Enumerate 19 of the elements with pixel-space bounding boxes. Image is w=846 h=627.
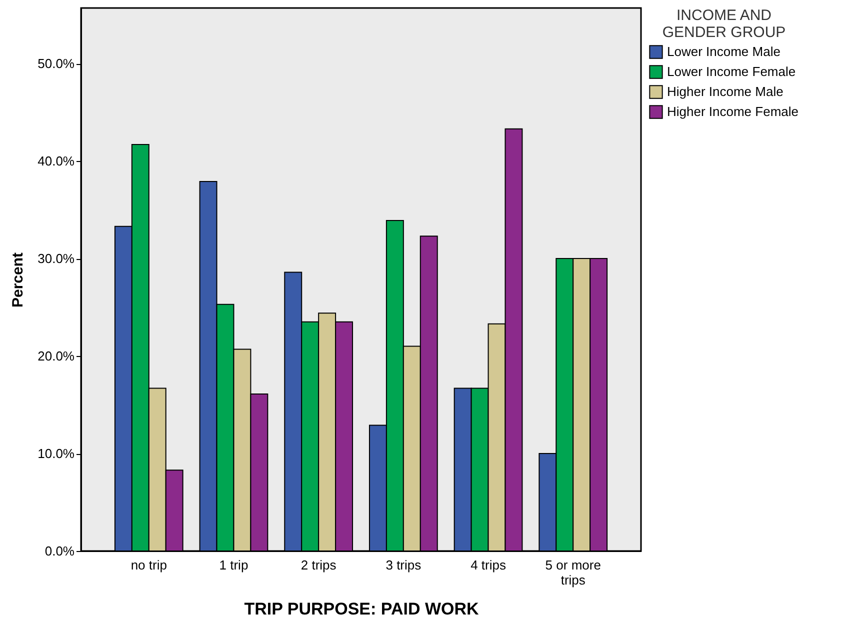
y-axis-title: Percent [10, 252, 27, 308]
legend-label: Lower Income Female [667, 64, 796, 79]
y-tick-label: 50.0% [38, 56, 75, 72]
legend-label: Lower Income Male [667, 44, 780, 59]
legend-label: Higher Income Male [667, 84, 784, 99]
y-tick-label: 40.0% [38, 154, 75, 169]
x-tick-label: 3 trips [386, 558, 422, 572]
x-tick-label: 1 trip [219, 558, 248, 572]
y-tick-label: 0.0% [44, 544, 75, 558]
y-tick-label: 10.0% [38, 446, 75, 462]
x-tick-label: 2 trips [300, 558, 337, 572]
y-tick-label: 30.0% [38, 251, 75, 266]
x-axis-title: TRIP PURPOSE: PAID WORK [244, 600, 480, 618]
x-tick-label: 5 or more trips [545, 558, 601, 588]
x-tick-label: 4 trips [470, 558, 506, 572]
legend-title: INCOME AND GENDER GROUP [662, 7, 786, 41]
y-tick-label: 20.0% [38, 348, 75, 364]
x-tick-label: no trip [130, 558, 167, 572]
legend-label: Higher Income Female [667, 104, 798, 119]
